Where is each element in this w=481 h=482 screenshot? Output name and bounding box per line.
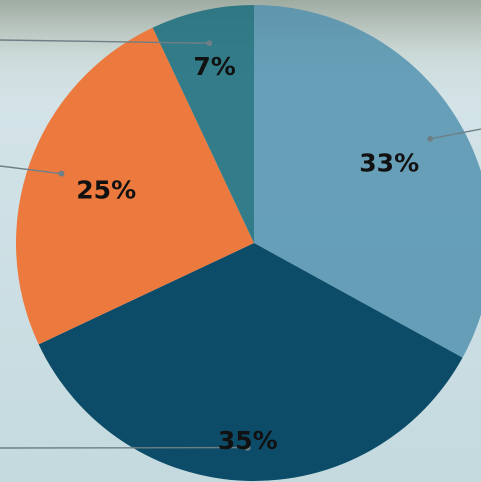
leader-line-3 xyxy=(0,165,62,175)
leader-dot-4 xyxy=(206,40,213,47)
slice-label-4: 7% xyxy=(193,52,235,81)
pie-slice-2 xyxy=(38,243,463,482)
pie-slice-3 xyxy=(15,27,255,345)
leader-line-1 xyxy=(430,128,481,140)
leader-dot-3 xyxy=(58,170,65,177)
leader-line-4 xyxy=(0,39,210,44)
leader-dot-1 xyxy=(427,135,434,142)
slice-label-1: 33% xyxy=(359,149,419,178)
pie-slice-4 xyxy=(152,5,254,243)
slice-labels: 33% 35% 25% 7% xyxy=(76,52,419,455)
slice-label-3: 25% xyxy=(76,175,136,204)
leader-dot-2 xyxy=(244,444,251,451)
slice-label-2: 35% xyxy=(218,426,278,455)
leader-lines xyxy=(0,39,481,451)
pie-slice-1 xyxy=(254,5,481,358)
pie-slices xyxy=(15,5,481,482)
